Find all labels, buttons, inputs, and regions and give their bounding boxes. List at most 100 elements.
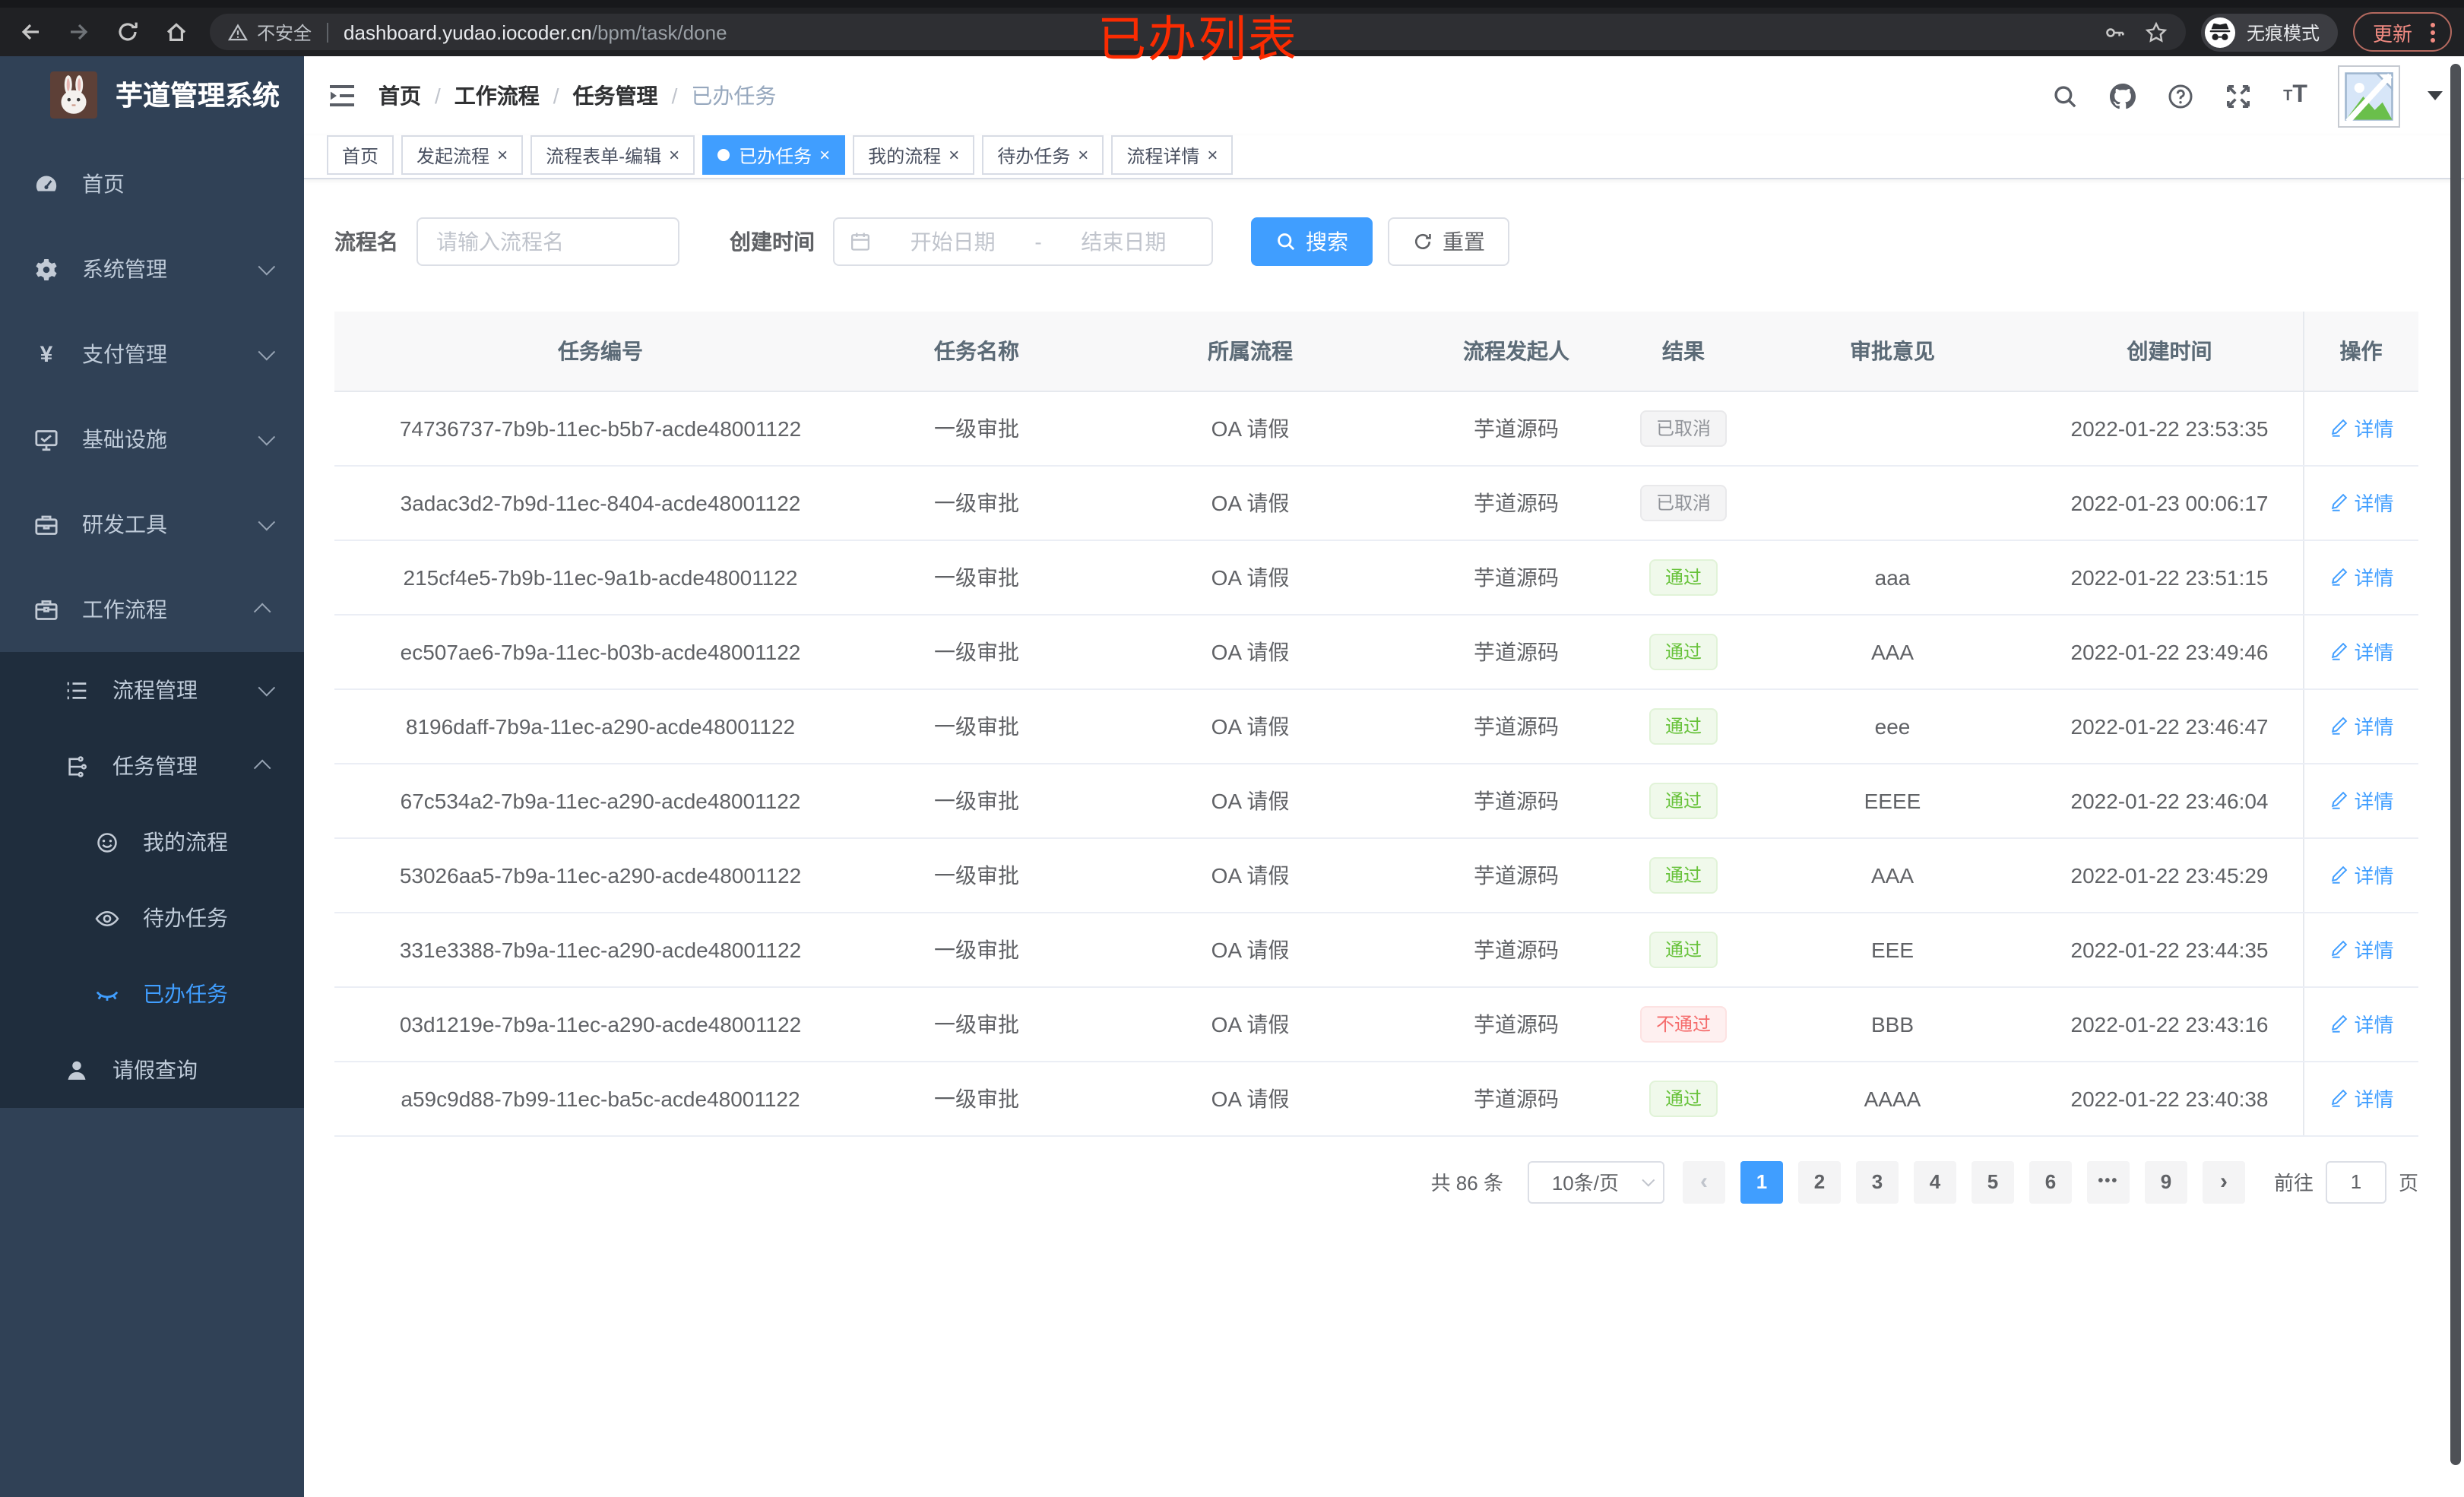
breadcrumb-separator: / (553, 84, 559, 108)
cell-process: OA 请假 (1087, 763, 1414, 838)
reset-button[interactable]: 重置 (1388, 217, 1509, 266)
cell-task-name: 一级审批 (866, 837, 1087, 913)
sidebar-item-0[interactable]: 首页 (0, 141, 304, 226)
sidebar-item-11[interactable]: 请假查询 (0, 1032, 304, 1108)
tab-1[interactable]: 发起流程 × (401, 135, 524, 175)
detail-link[interactable]: 详情 (2328, 860, 2394, 889)
tab-0[interactable]: 首页 (327, 135, 394, 175)
chevron-down-icon (258, 343, 276, 361)
page-button-6[interactable]: 6 (2029, 1160, 2072, 1203)
sidebar-item-5[interactable]: 工作流程 (0, 567, 304, 652)
detail-link[interactable]: 详情 (2328, 935, 2394, 964)
cell-task-id: 215cf4e5-7b9b-11ec-9a1b-acde48001122 (334, 540, 866, 615)
detail-link[interactable]: 详情 (2328, 637, 2394, 666)
briefcase-icon (33, 597, 59, 622)
cell-process: OA 请假 (1087, 391, 1414, 466)
sidebar-fold-icon[interactable] (327, 81, 357, 111)
avatar[interactable] (2338, 65, 2400, 127)
date-range-input[interactable]: 开始日期 - 结束日期 (833, 217, 1213, 266)
page-button-2[interactable]: 2 (1797, 1160, 1841, 1203)
page-button-5[interactable]: 5 (1971, 1160, 2014, 1203)
cell-actions: 详情 (2302, 688, 2418, 764)
page-button-1[interactable]: 1 (1740, 1160, 1783, 1203)
browser-back-icon[interactable] (12, 14, 49, 50)
key-icon[interactable] (2104, 21, 2127, 43)
edit-pen-icon (2328, 1014, 2348, 1033)
detail-link[interactable]: 详情 (2328, 786, 2394, 815)
sidebar-item-8[interactable]: 我的流程 (0, 804, 304, 880)
date-start-placeholder: 开始日期 (910, 229, 996, 254)
process-name-input[interactable] (416, 217, 679, 266)
detail-link[interactable]: 详情 (2328, 488, 2394, 517)
cell-starter: 芋道源码 (1414, 1061, 1619, 1136)
security-chip[interactable]: 不安全 (228, 19, 312, 45)
next-page-button[interactable]: › (2202, 1160, 2245, 1203)
tab-4[interactable]: 我的流程 × (853, 135, 975, 175)
detail-link[interactable]: 详情 (2328, 711, 2394, 740)
cell-task-id: 67c534a2-7b9a-11ec-a290-acde48001122 (334, 763, 866, 838)
sidebar-item-10[interactable]: 已办任务 (0, 956, 304, 1032)
browser-forward-icon[interactable] (61, 14, 97, 50)
column-header-7: 操作 (2302, 312, 2418, 391)
sidebar-item-4[interactable]: 研发工具 (0, 482, 304, 567)
search-icon[interactable] (2049, 81, 2079, 111)
close-icon[interactable]: × (819, 144, 831, 166)
page-button-3[interactable]: 3 (1855, 1160, 1899, 1203)
cell-process: OA 请假 (1087, 465, 1414, 540)
browser-reload-icon[interactable] (109, 14, 146, 50)
table-row: 67c534a2-7b9a-11ec-a290-acde48001122 一级审… (334, 763, 2418, 838)
close-icon[interactable]: × (497, 144, 508, 166)
detail-link[interactable]: 详情 (2328, 562, 2394, 591)
tab-5[interactable]: 待办任务 × (982, 135, 1104, 175)
close-icon[interactable]: × (1207, 144, 1218, 166)
cell-starter: 芋道源码 (1414, 614, 1619, 689)
close-icon[interactable]: × (669, 144, 680, 166)
cell-create-time: 2022-01-22 23:53:35 (2037, 391, 2303, 466)
breadcrumb-item-0[interactable]: 首页 (378, 84, 421, 108)
column-header-2: 所属流程 (1087, 312, 1414, 391)
browser-update-button[interactable]: 更新 (2352, 12, 2452, 52)
sidebar-item-6[interactable]: 流程管理 (0, 652, 304, 728)
search-button[interactable]: 搜索 (1251, 217, 1373, 266)
sidebar-item-3[interactable]: 基础设施 (0, 397, 304, 482)
cell-create-time: 2022-01-22 23:45:29 (2037, 837, 2303, 913)
address-bar[interactable]: 不安全 dashboard.yudao.iocoder.cn/bpm/task/… (210, 14, 2186, 50)
detail-link[interactable]: 详情 (2328, 1009, 2394, 1038)
cell-create-time: 2022-01-22 23:43:16 (2037, 986, 2303, 1062)
close-icon[interactable]: × (1078, 144, 1089, 166)
page-button-4[interactable]: 4 (1913, 1160, 1956, 1203)
avatar-caret-icon[interactable] (2428, 91, 2443, 100)
active-tab-dot (717, 149, 730, 161)
fullscreen-icon[interactable] (2222, 81, 2253, 111)
sidebar-item-9[interactable]: 待办任务 (0, 880, 304, 956)
breadcrumb-item-1[interactable]: 工作流程 (454, 84, 540, 108)
browser-menu-icon[interactable] (2424, 22, 2441, 42)
tab-2[interactable]: 流程表单-编辑 × (530, 135, 695, 175)
github-icon[interactable] (2107, 81, 2137, 111)
tab-3[interactable]: 已办任务 × (702, 135, 846, 175)
bookmark-star-icon[interactable] (2145, 21, 2168, 43)
window-scrollbar[interactable] (2450, 64, 2461, 1465)
page-size-select[interactable]: 10条/页 (1527, 1160, 1664, 1203)
sidebar-item-1[interactable]: 系统管理 (0, 226, 304, 312)
goto-page-input[interactable] (2325, 1160, 2386, 1203)
sidebar-item-7[interactable]: 任务管理 (0, 728, 304, 804)
app-logo[interactable]: 芋道管理系统 (0, 56, 304, 132)
chevron-up-icon (253, 759, 271, 777)
cell-starter: 芋道源码 (1414, 763, 1619, 838)
detail-link[interactable]: 详情 (2328, 413, 2394, 442)
close-icon[interactable]: × (949, 144, 960, 166)
tab-6[interactable]: 流程详情 × (1111, 135, 1234, 175)
breadcrumb-item-2[interactable]: 任务管理 (572, 84, 658, 108)
help-icon[interactable] (2165, 81, 2195, 111)
sidebar-item-2[interactable]: ¥ 支付管理 (0, 312, 304, 397)
browser-home-icon[interactable] (158, 14, 195, 50)
prev-page-button[interactable]: ‹ (1682, 1160, 1725, 1203)
user-icon (64, 1057, 90, 1083)
detail-link[interactable]: 详情 (2328, 1084, 2394, 1112)
cell-starter: 芋道源码 (1414, 540, 1619, 615)
page-button-9[interactable]: 9 (2144, 1160, 2187, 1203)
result-tag: 通过 (1649, 782, 1717, 818)
